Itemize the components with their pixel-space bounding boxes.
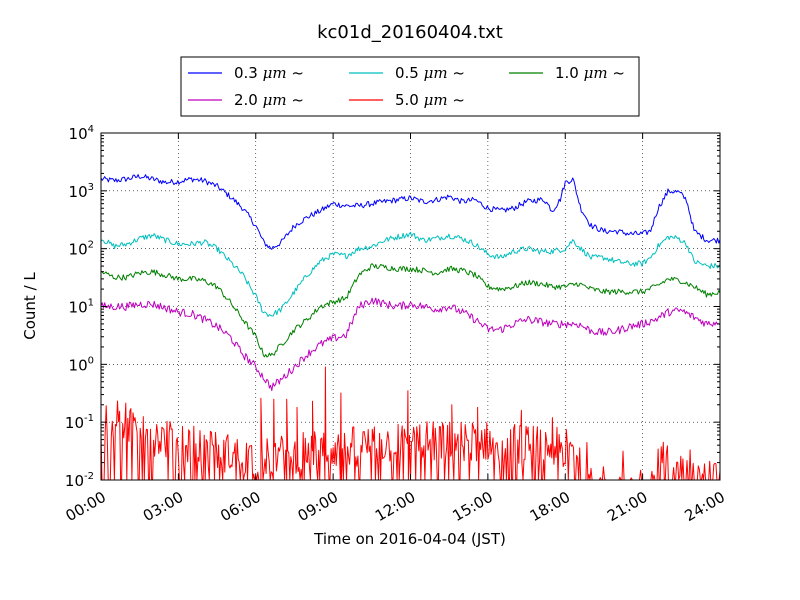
y-tick-label-4: 102: [69, 240, 94, 259]
series-2: [100, 263, 721, 358]
legend-item-0: 0.3 μm ~: [188, 64, 304, 82]
legend: 0.3 μm ~ 0.5 μm ~ 1.0 μm ~ 2.0 μm ~ 5.0 μm ~: [180, 56, 640, 117]
plot-area: [101, 133, 720, 480]
legend-label-4: 5.0 μm ~: [395, 91, 465, 109]
y-tick-label-3: 101: [69, 298, 94, 317]
legend-label-3: 2.0 μm ~: [234, 91, 304, 109]
series-0: [100, 174, 721, 250]
y-tick-label-6: 104: [69, 124, 94, 143]
legend-item-3: 2.0 μm ~: [188, 91, 304, 109]
legend-label-0: 0.3 μm ~: [234, 64, 304, 82]
legend-item-4: 5.0 μm ~: [349, 91, 465, 109]
series-line-1: [100, 231, 721, 317]
x-axis-label: Time on 2016-04-04 (JST): [313, 530, 506, 548]
series-1: [100, 231, 721, 317]
legend-label-2: 1.0 μm ~: [555, 64, 625, 82]
chart-title: kc01d_20160404.txt: [317, 22, 503, 43]
legend-item-1: 0.5 μm ~: [349, 64, 465, 82]
axis-ticks: [100, 132, 721, 481]
legend-label-1: 0.5 μm ~: [395, 64, 465, 82]
series-line-0: [100, 174, 721, 250]
y-axis-label: Count / L: [21, 272, 39, 340]
y-tick-label-2: 100: [69, 355, 94, 374]
y-tick-label-1: 10-1: [65, 413, 94, 432]
y-tick-label-5: 103: [69, 182, 94, 201]
series-line-3: [100, 297, 721, 392]
legend-item-2: 1.0 μm ~: [509, 64, 625, 82]
y-tick-labels: 10-2 10-1 100 101 102 103 104: [65, 124, 94, 490]
series-3: [100, 297, 721, 392]
y-tick-label-0: 10-2: [65, 471, 94, 490]
series-line-2: [100, 263, 721, 358]
legend-box: [180, 56, 640, 117]
